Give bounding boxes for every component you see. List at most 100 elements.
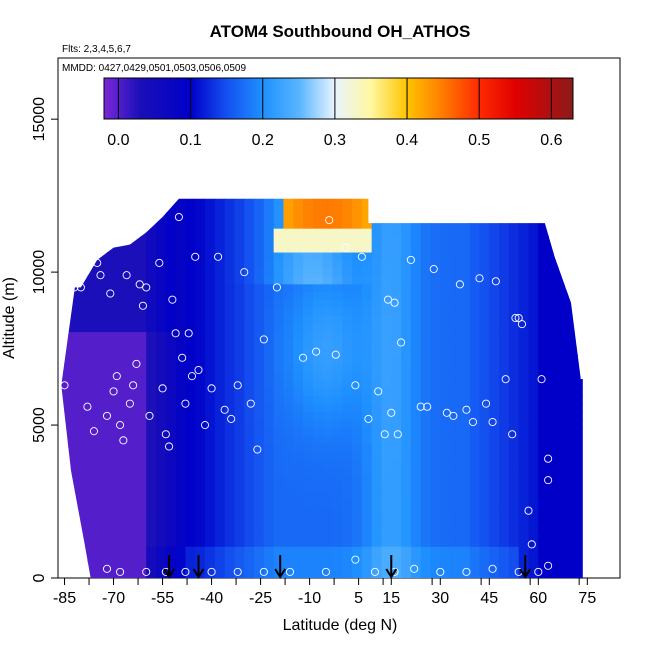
heatmap-cell	[538, 267, 549, 277]
heatmap-cell	[322, 458, 334, 468]
heatmap-cell	[195, 450, 206, 460]
heatmap-cell	[322, 228, 334, 237]
heatmap-cell	[371, 299, 383, 309]
heatmap-cell	[499, 212, 510, 221]
heatmap-cell	[361, 198, 373, 205]
heatmap-cell	[381, 188, 391, 197]
heatmap-cell	[175, 450, 187, 460]
heatmap-cell	[126, 339, 138, 348]
heatmap-cell	[244, 355, 255, 364]
heatmap-cell	[87, 387, 98, 396]
x-tick-label: -70	[102, 590, 125, 607]
heatmap-cell	[77, 570, 88, 579]
heatmap-cell	[313, 188, 323, 197]
heatmap-cell	[567, 538, 579, 547]
heatmap-cell	[567, 466, 579, 476]
heatmap-cell	[312, 259, 324, 269]
heatmap-cell	[165, 450, 177, 460]
heatmap-cell	[381, 570, 392, 579]
heatmap-cell	[224, 474, 236, 484]
heatmap-cell	[538, 371, 549, 380]
heatmap-cell	[107, 267, 118, 277]
heatmap-cell	[283, 466, 294, 476]
heatmap-cell	[273, 522, 285, 531]
heatmap-cell	[567, 243, 579, 253]
heatmap-cell	[136, 339, 147, 348]
heatmap-cell	[391, 570, 402, 579]
heatmap-cell	[361, 283, 373, 293]
heatmap-cell	[410, 538, 422, 547]
heatmap-cell	[381, 395, 392, 404]
heatmap-cell	[430, 291, 441, 301]
heatmap-cell	[312, 522, 324, 531]
heatmap-cell	[371, 410, 383, 420]
heatmap-cell	[87, 403, 98, 412]
heatmap-cell	[165, 490, 177, 500]
heatmap-cell	[430, 410, 441, 420]
heatmap-cell	[577, 331, 583, 341]
heatmap-cell	[165, 514, 177, 523]
heatmap-cell	[518, 331, 530, 341]
heatmap-cell	[489, 506, 500, 515]
heatmap-cell	[312, 291, 324, 301]
sample-point	[187, 372, 197, 381]
heatmap-cell	[371, 315, 383, 325]
heatmap-cell	[567, 299, 579, 309]
heatmap-cell	[450, 450, 461, 460]
heatmap-cell	[77, 403, 88, 412]
heatmap-cell	[107, 236, 118, 245]
sample-point	[259, 567, 268, 576]
heatmap-cell	[244, 395, 255, 404]
heatmap-cell	[567, 236, 579, 245]
heatmap-cell	[185, 458, 196, 468]
heatmap-cell	[165, 228, 177, 237]
heatmap-cell	[469, 434, 481, 444]
heatmap-cell	[303, 355, 314, 364]
heatmap-cell	[205, 482, 216, 492]
sample-point	[148, 213, 157, 222]
x-tick-label: 45	[480, 590, 498, 607]
heatmap-cell	[450, 259, 461, 269]
heatmap-cell	[97, 522, 108, 531]
heatmap-cell	[440, 450, 451, 460]
heatmap-cell	[312, 275, 324, 285]
heatmap-cell	[175, 466, 187, 476]
heatmap-cell	[450, 538, 461, 547]
heatmap-cell	[440, 259, 451, 269]
heatmap-cell	[499, 259, 510, 269]
heatmap-cell	[175, 267, 187, 277]
heatmap-cell	[263, 506, 275, 515]
heatmap-cell	[489, 450, 500, 460]
heatmap-cell	[224, 490, 236, 500]
heatmap-cell	[342, 307, 353, 317]
sample-point	[158, 384, 167, 393]
heatmap-cell	[430, 506, 441, 515]
heatmap-cell	[371, 204, 383, 213]
heatmap-cell	[312, 355, 324, 364]
heatmap-cell	[136, 450, 147, 460]
heatmap-cell	[175, 251, 187, 261]
heatmap-cell	[322, 259, 334, 269]
heatmap-cell	[557, 259, 569, 269]
heatmap-cell	[263, 474, 275, 484]
heatmap-cell	[342, 466, 353, 476]
heatmap-cell	[195, 379, 206, 388]
heatmap-cell	[214, 514, 226, 523]
heatmap-cell	[136, 299, 147, 309]
heatmap-cell	[557, 530, 569, 539]
heatmap-cell	[263, 347, 275, 356]
heatmap-cell	[97, 228, 108, 237]
heatmap-cell	[440, 204, 451, 213]
heatmap-cell	[508, 323, 520, 333]
heatmap-cell	[401, 562, 412, 571]
heatmap-cell	[67, 530, 79, 539]
heatmap-cell	[136, 522, 147, 531]
heatmap-cell	[430, 434, 441, 444]
sample-point	[514, 313, 523, 323]
sample-point	[491, 277, 500, 286]
heatmap-cell	[342, 379, 353, 388]
heatmap-cell	[528, 490, 539, 500]
heatmap-cell	[479, 387, 490, 396]
heatmap-cell	[352, 490, 363, 500]
heatmap-cell	[322, 251, 334, 261]
